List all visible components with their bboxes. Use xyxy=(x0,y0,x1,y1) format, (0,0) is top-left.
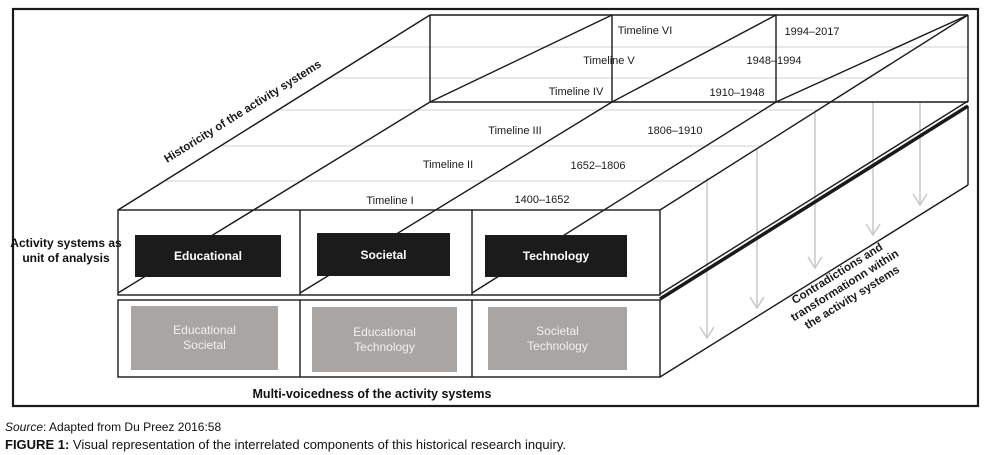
down-arrow xyxy=(912,102,928,207)
gray-gridlines xyxy=(166,46,968,182)
gap-band xyxy=(659,100,969,301)
figure-border xyxy=(11,7,980,408)
activity-systems-axis-label: Activity systems as unit of analysis xyxy=(10,236,122,265)
timeline-5-years: 1948–1994 xyxy=(746,55,802,67)
activity-box-societal: Societal xyxy=(317,233,450,276)
timeline-1-years: 1400–1652 xyxy=(514,194,570,206)
down-arrow xyxy=(749,148,765,310)
multivoice-2-line2: Technology xyxy=(354,339,415,354)
timeline-6-years: 1994–2017 xyxy=(784,26,840,38)
timeline-2-years: 1652–1806 xyxy=(570,160,626,172)
multivoicedness-label: Multi-voicedness of the activity systems xyxy=(252,387,492,401)
front-top-slab xyxy=(117,209,661,296)
figure-caption-label: FIGURE 1: xyxy=(5,437,70,452)
down-arrows xyxy=(699,102,928,340)
timeline-4-label: Timeline IV xyxy=(548,86,604,98)
down-arrow xyxy=(807,112,823,270)
multivoice-3-line1: Societal xyxy=(536,323,579,338)
multivoice-2-line1: Educational xyxy=(353,324,416,339)
figure-caption-text: Visual representation of the interrelate… xyxy=(69,437,566,452)
down-arrow xyxy=(865,102,881,237)
black-linework xyxy=(117,14,969,378)
timeline-3-label: Timeline III xyxy=(488,125,542,137)
multivoice-box-educational-societal: Educational Societal xyxy=(131,306,278,370)
timeline-1-label: Timeline I xyxy=(366,195,414,207)
activity-box-technology: Technology xyxy=(485,235,627,277)
multivoice-3-line2: Technology xyxy=(527,338,588,353)
left-slope-edge xyxy=(117,14,431,211)
activity-box-educational: Educational xyxy=(135,235,281,277)
source-caption: Source: Adapted from Du Preez 2016:58 xyxy=(5,420,221,434)
timeline-4-years: 1910–1948 xyxy=(709,87,765,99)
timeline-6-label: Timeline VI xyxy=(617,25,673,37)
source-text: : Adapted from Du Preez 2016:58 xyxy=(43,420,222,434)
timeline-5-label: Timeline V xyxy=(583,55,635,67)
activity-axis-line2: unit of analysis xyxy=(22,250,110,265)
activity-axis-line1: Activity systems as xyxy=(10,236,122,250)
timeline-3-years: 1806–1910 xyxy=(647,125,703,137)
multivoice-box-societal-technology: Societal Technology xyxy=(488,307,627,370)
timeline-2-label: Timeline II xyxy=(422,159,474,171)
multivoice-box-educational-technology: Educational Technology xyxy=(312,307,457,372)
source-label: Source xyxy=(5,420,44,434)
down-arrow xyxy=(699,178,715,340)
front-bottom-slab xyxy=(117,299,661,378)
figure-caption: FIGURE 1: Visual representation of the i… xyxy=(5,437,566,452)
right-slope-edge xyxy=(659,14,969,211)
multivoice-1-line2: Societal xyxy=(183,338,226,352)
multivoice-1-line1: Educational xyxy=(173,323,236,337)
